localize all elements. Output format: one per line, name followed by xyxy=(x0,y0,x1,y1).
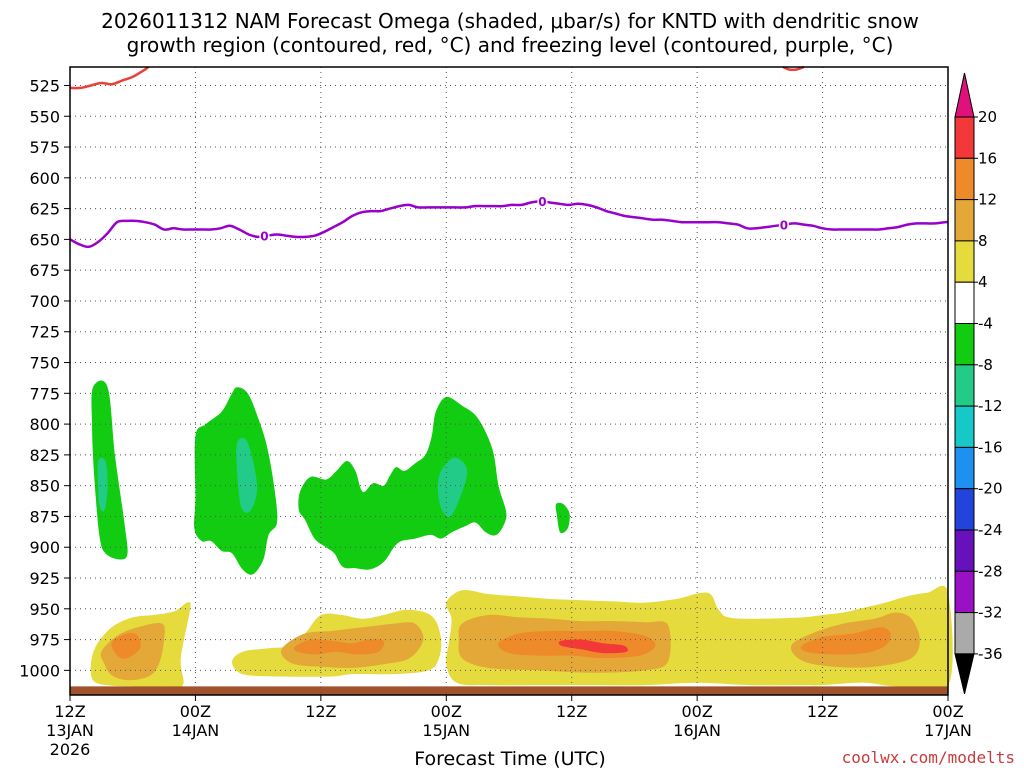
x-tick-date-label: 14JAN xyxy=(172,721,220,740)
x-tick-time-label: 00Z xyxy=(681,702,712,721)
y-tick-label: 700 xyxy=(29,292,60,311)
plot-area: 0 0 0 xyxy=(69,65,953,696)
omega-region xyxy=(236,437,258,513)
colorbar-bin xyxy=(954,446,975,490)
x-tick-time-label: 00Z xyxy=(932,702,963,721)
x-tick-time-label: 12Z xyxy=(305,702,336,721)
colorbar-bin xyxy=(954,405,975,448)
colorbar-tick-label: 8 xyxy=(978,232,988,250)
omega-region xyxy=(194,387,278,575)
colorbar-bin xyxy=(954,116,975,159)
colorbar-bin xyxy=(954,570,975,614)
x-tick-year-label: 2026 xyxy=(50,740,91,759)
y-tick-label: 775 xyxy=(29,384,60,403)
omega-region xyxy=(91,380,128,560)
freezing-level-line xyxy=(69,199,949,249)
colorbar-bin xyxy=(954,488,975,531)
colorbar-tick-label: -32 xyxy=(978,604,1003,622)
colorbar-bottom-cap xyxy=(954,653,975,695)
chart-title-line-2: growth region (contoured, red, °C) and f… xyxy=(127,33,894,57)
y-tick-label: 1000 xyxy=(19,661,60,680)
colorbar-tick-label: -8 xyxy=(978,356,993,374)
y-tick-label: 750 xyxy=(29,354,60,373)
x-tick-date-label: 15JAN xyxy=(422,721,470,740)
terrain-layer xyxy=(70,686,948,695)
y-tick-label: 575 xyxy=(29,138,60,157)
colorbar-top-cap xyxy=(954,72,975,118)
y-tick-label: 525 xyxy=(29,76,60,95)
contour-layer: 0 0 0 xyxy=(69,65,949,249)
plot-frame xyxy=(69,66,949,696)
y-tick-label: 650 xyxy=(29,230,60,249)
x-axis-label: Forecast Time (UTC) xyxy=(414,748,605,768)
dgz-contour-line xyxy=(69,65,150,90)
freezing-level-label-bg xyxy=(259,228,270,242)
colorbar-tick-label: -28 xyxy=(978,562,1003,580)
y-tick-label: 950 xyxy=(29,600,60,619)
x-tick-time-label: 00Z xyxy=(180,702,211,721)
colorbar-bin xyxy=(954,157,975,201)
y-axis: 525 550 575 600 625 650 675 700 725 750 775 800 825 8… xyxy=(19,76,70,680)
x-tick-time-label: 12Z xyxy=(54,702,85,721)
freezing-level-label: 0 xyxy=(780,219,788,233)
freezing-level-label-bg xyxy=(778,217,789,231)
omega-region xyxy=(293,639,385,655)
omega-region xyxy=(111,633,141,659)
y-tick-label: 725 xyxy=(29,323,60,342)
freezing-level-label: 0 xyxy=(538,195,546,209)
y-tick-label: 625 xyxy=(29,200,60,219)
x-tick-time-label: 12Z xyxy=(807,702,838,721)
freezing-level-label-bg xyxy=(537,194,548,208)
freezing-level-label: 0 xyxy=(260,230,268,244)
colorbar-bin xyxy=(954,281,975,325)
colorbar-bin xyxy=(954,364,975,407)
colorbar-tick-label: -20 xyxy=(978,480,1003,498)
x-tick-date-label: 16JAN xyxy=(673,721,721,740)
omega-region xyxy=(97,457,108,512)
colorbar-bin xyxy=(954,612,975,655)
colorbar-bin xyxy=(954,199,975,242)
colorbar-tick-label: -24 xyxy=(978,521,1003,539)
y-tick-label: 825 xyxy=(29,446,60,465)
dgz-contour-line xyxy=(782,65,805,72)
colorbar-tick-label: -12 xyxy=(978,397,1003,415)
omega-region xyxy=(298,396,507,570)
colorbar-bin xyxy=(954,529,975,572)
x-tick-time-label: 12Z xyxy=(556,702,587,721)
chart-title-line-1: 2026011312 NAM Forecast Omega (shaded, μ… xyxy=(101,9,919,33)
omega-region xyxy=(558,639,628,654)
omega-region xyxy=(800,627,891,655)
y-tick-label: 550 xyxy=(29,107,60,126)
y-tick-label: 600 xyxy=(29,169,60,188)
omega-region xyxy=(555,502,570,534)
colorbar-tick-label: -16 xyxy=(978,438,1003,456)
y-tick-label: 875 xyxy=(29,507,60,526)
colorbar: 20 16 12 8 4 -4 -8 -12 -16 -20 -24 -28 -32 -36 xyxy=(954,72,1003,695)
colorbar-tick-label: -36 xyxy=(978,645,1003,663)
colorbar-tick-label: 16 xyxy=(978,149,997,167)
colorbar-tick-label: 20 xyxy=(978,108,997,126)
terrain-strip xyxy=(70,686,948,695)
colorbar-bin xyxy=(954,323,975,366)
y-tick-label: 925 xyxy=(29,569,60,588)
plot-background xyxy=(70,67,948,695)
colorbar-bin xyxy=(954,240,975,283)
y-tick-label: 975 xyxy=(29,631,60,650)
colorbar-tick-label: 12 xyxy=(978,191,997,209)
credit-text: coolwx.com/modelts xyxy=(842,748,1015,767)
x-tick-date-label: 17JAN xyxy=(924,721,972,740)
y-tick-label: 850 xyxy=(29,477,60,496)
x-tick-time-label: 00Z xyxy=(431,702,462,721)
x-tick-date-label: 13JAN xyxy=(46,721,94,740)
colorbar-tick-label: -4 xyxy=(978,315,993,333)
colorbar-tick-label: 4 xyxy=(978,273,988,291)
y-tick-label: 900 xyxy=(29,538,60,557)
omega-region xyxy=(437,457,468,518)
y-tick-label: 800 xyxy=(29,415,60,434)
y-tick-label: 675 xyxy=(29,261,60,280)
